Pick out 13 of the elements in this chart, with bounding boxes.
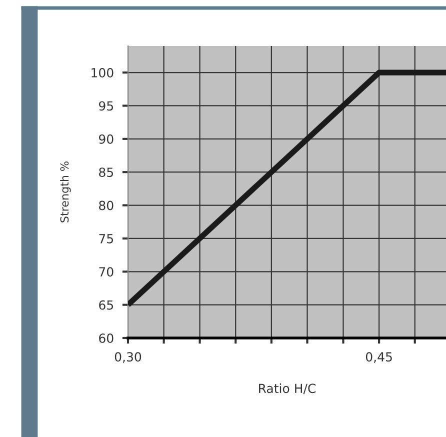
- y-tick-label: 90: [98, 134, 114, 144]
- y-tick-label: 95: [98, 101, 114, 111]
- y-tick-label: 100: [92, 68, 114, 78]
- y-tick-label: 80: [99, 200, 114, 210]
- y-axis-title: Strength %: [60, 162, 71, 222]
- y-tick-label: 65: [99, 300, 114, 310]
- x-tick-label: 0,30: [114, 352, 142, 363]
- y-tick-label: 60: [99, 333, 114, 343]
- y-tick-label: 70: [99, 267, 114, 277]
- y-tick-label: 75: [99, 234, 114, 244]
- x-axis-title: Ratio H/C: [259, 383, 316, 394]
- x-tick-label: 0,45: [366, 352, 392, 363]
- y-tick-label: 85: [99, 168, 114, 178]
